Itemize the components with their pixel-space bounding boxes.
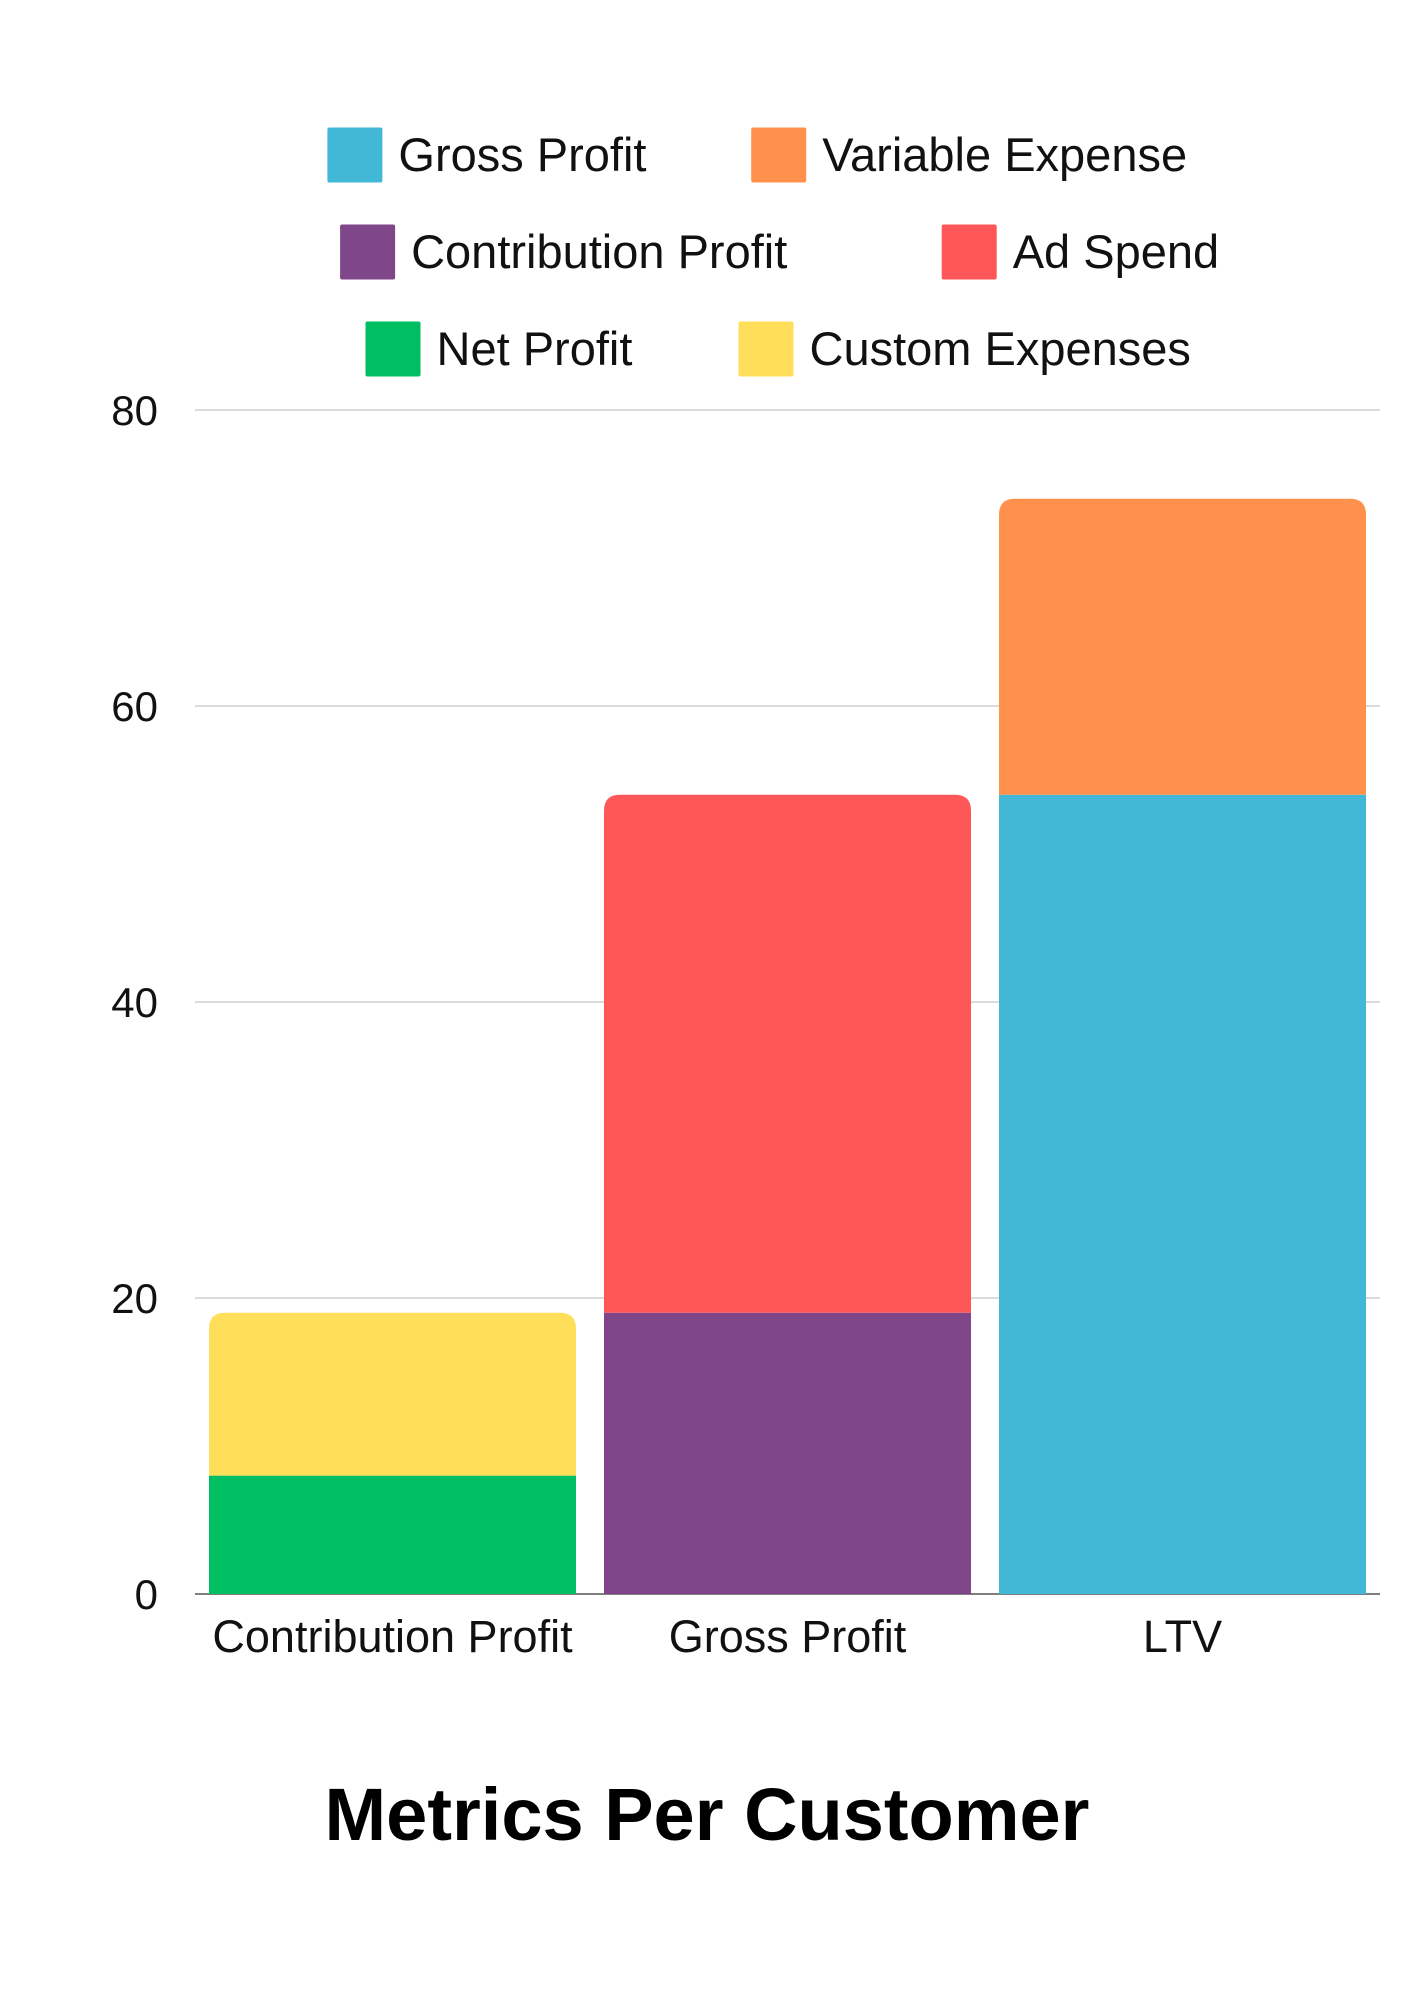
legend-label-contribution-profit: Contribution Profit <box>411 225 787 278</box>
legend-label-net-profit: Net Profit <box>437 322 633 375</box>
legend-swatch-ad-spend <box>941 224 997 280</box>
bar-ltv-gross-profit <box>999 794 1366 1594</box>
x-tick-label: Contribution Profit <box>212 1611 573 1662</box>
bar-contribution-profit-net-profit <box>209 1475 576 1594</box>
legend-label-variable-expense: Variable Expense <box>822 128 1187 181</box>
legend: Gross Profit Variable Expense Contribution… <box>327 127 1219 377</box>
y-axis: 0 20 40 60 80 <box>111 387 158 1618</box>
y-tick-label: 60 <box>111 683 158 730</box>
bar-contribution-profit-custom-expenses <box>209 1312 576 1476</box>
x-tick-label: Gross Profit <box>669 1611 907 1662</box>
legend-swatch-variable-expense <box>751 127 807 183</box>
bar-ltv-variable-expense <box>999 498 1366 795</box>
x-tick-label: LTV <box>1143 1611 1222 1662</box>
y-tick-label: 20 <box>111 1275 158 1322</box>
legend-swatch-net-profit <box>365 321 421 377</box>
bars <box>209 498 1366 1594</box>
legend-swatch-gross-profit <box>327 127 383 183</box>
legend-label-ad-spend: Ad Spend <box>1013 225 1219 278</box>
bar-gross-profit-ad-spend <box>604 794 971 1313</box>
y-tick-label: 0 <box>135 1571 158 1618</box>
legend-label-custom-expenses: Custom Expenses <box>810 322 1191 375</box>
legend-swatch-contribution-profit <box>340 224 396 280</box>
y-tick-label: 40 <box>111 979 158 1026</box>
legend-swatch-custom-expenses <box>738 321 794 377</box>
legend-label-gross-profit: Gross Profit <box>398 128 646 181</box>
bar-gross-profit-contribution-profit <box>604 1312 971 1594</box>
x-axis: Contribution Profit Gross Profit LTV <box>212 1611 1222 1662</box>
chart-title: Metrics Per Customer <box>324 1773 1090 1856</box>
y-tick-label: 80 <box>111 387 158 434</box>
